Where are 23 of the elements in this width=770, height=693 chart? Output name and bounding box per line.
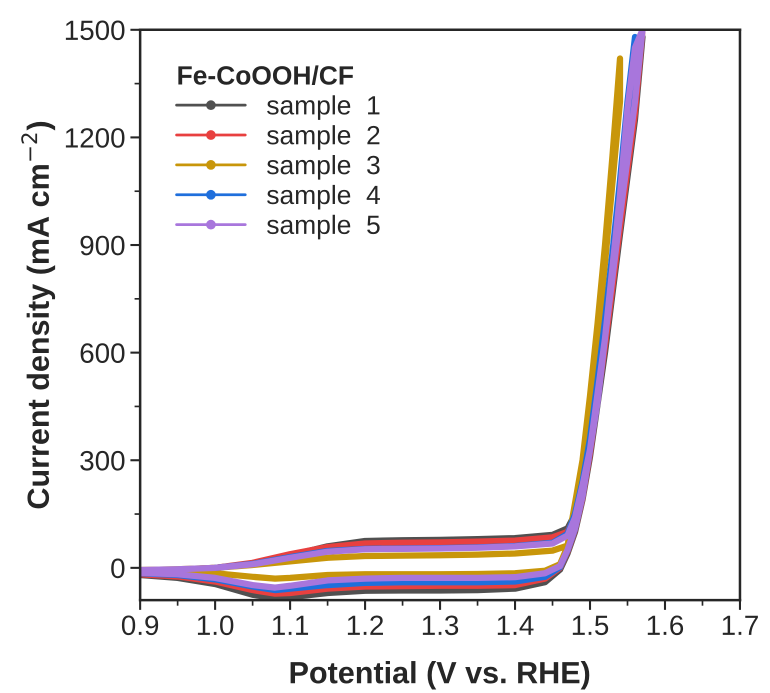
x-tick-label: 1.3 (422, 615, 458, 636)
x-tick-label: 1.7 (722, 616, 758, 635)
x-tick-label: 1.2 (348, 615, 383, 635)
y-tick-label: 300 (80, 450, 124, 471)
y-tick-label: 900 (80, 236, 124, 256)
y-tick-label: 1500 (66, 20, 124, 40)
y-tick-label: 600 (80, 343, 124, 363)
x-tick-label: 1.5 (572, 616, 608, 636)
legend-label: sample 1 (267, 95, 380, 120)
legend-label: sample 3 (267, 155, 380, 180)
y-tick-label: 1200 (66, 128, 124, 148)
x-axis-title: Potential (V vs. RHE) (290, 661, 590, 690)
legend-label: sample 5 (267, 214, 380, 240)
x-tick-label: 1.0 (198, 615, 234, 636)
legend-label: sample 2 (267, 125, 380, 150)
x-tick-label: 1.4 (498, 616, 534, 635)
x-tick-label: 1.1 (272, 616, 308, 635)
legend-title: Fe-CoOOH/CF (178, 65, 354, 86)
legend-label: sample 4 (267, 184, 380, 210)
y-tick-label: 0 (111, 558, 124, 578)
y-axis-title: Current density (mA cm$^{−2}$) (21, 122, 56, 508)
x-tick-label: 0.9 (122, 615, 158, 636)
x-tick-label: 1.6 (648, 615, 684, 636)
